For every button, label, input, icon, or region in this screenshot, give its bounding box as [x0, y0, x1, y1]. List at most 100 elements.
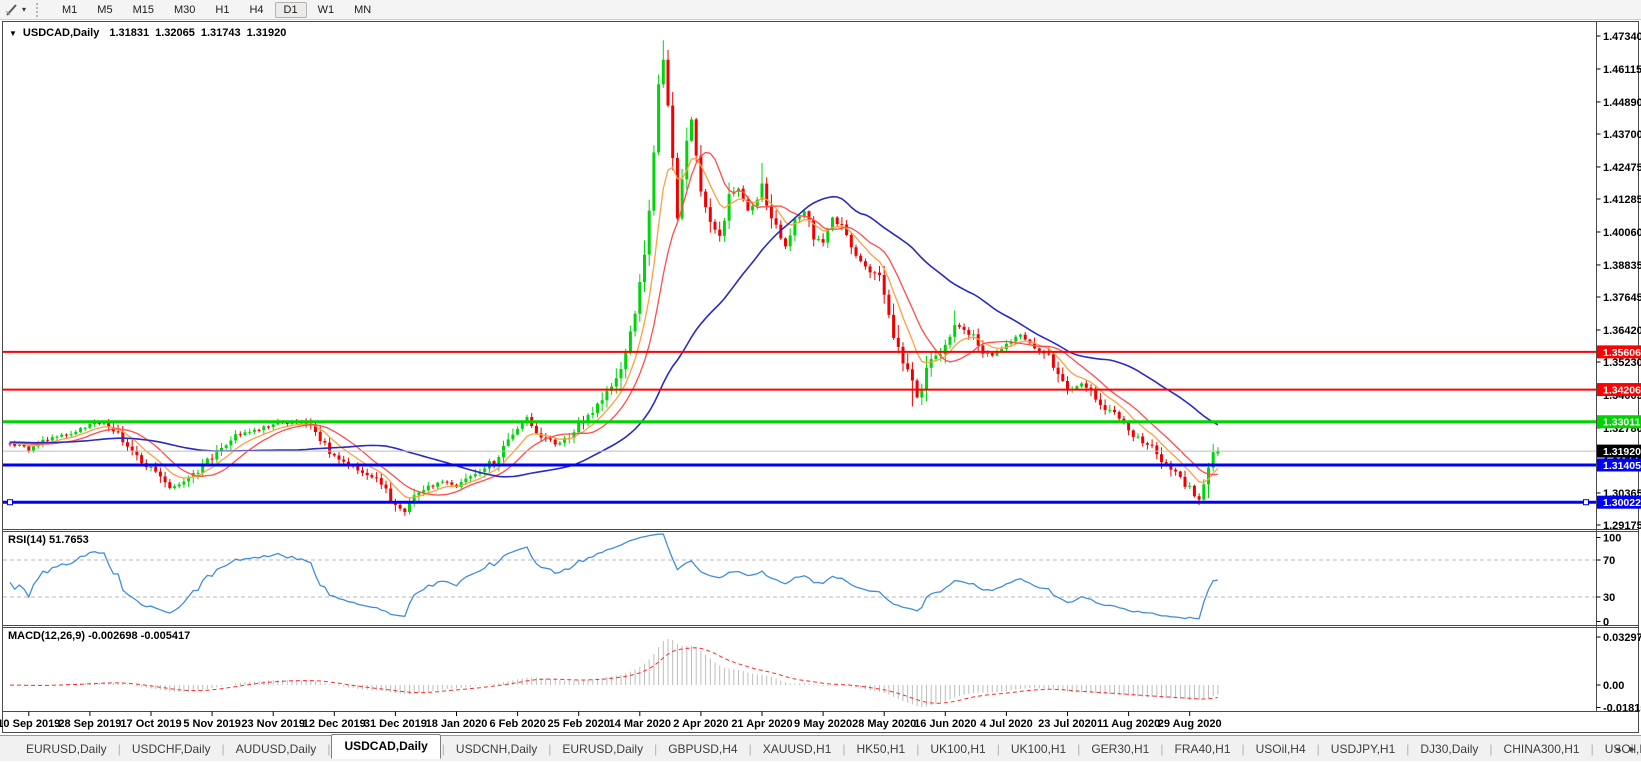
date-axis-label: 5 Nov 2019	[183, 718, 240, 730]
candle-body	[450, 482, 454, 485]
draw-tool-icon[interactable]	[4, 3, 20, 17]
tab-fra40-h1[interactable]: FRA40,H1	[1174, 741, 1231, 756]
candle-body	[779, 224, 783, 239]
timeframe-button-d1[interactable]: D1	[274, 1, 307, 18]
timeframe-button-h1[interactable]: H1	[215, 3, 230, 16]
candle-body	[976, 334, 980, 346]
candle-body	[384, 484, 388, 489]
candle-body	[88, 423, 92, 428]
chart-window[interactable]: 1.47340 1.46115 1.44890 1.43700 1.42475 1.412…	[0, 21, 1641, 734]
axis-price-box	[1597, 444, 1641, 458]
candle-body	[79, 428, 82, 432]
candle-body	[55, 436, 59, 438]
candle-body	[1178, 471, 1182, 477]
candle-body	[920, 390, 924, 398]
candle-body	[981, 345, 985, 354]
candle-body	[563, 438, 567, 443]
candle-body	[1004, 343, 1008, 350]
tab-hk50-h1[interactable]: HK50,H1	[856, 741, 906, 756]
candle-body	[957, 325, 961, 327]
tab-separator: |	[221, 741, 225, 756]
candle-body	[760, 183, 764, 200]
candle-body	[27, 446, 31, 451]
candle-body	[1141, 436, 1145, 444]
candle-body	[694, 119, 698, 156]
candle-body	[126, 442, 129, 447]
tab-audusd-daily[interactable]: AUDUSD,Daily	[235, 741, 317, 756]
candle-body	[1080, 383, 1084, 387]
candle-body	[1216, 451, 1220, 454]
candle-body	[520, 423, 524, 429]
tab-usdcad-daily[interactable]: USDCAD,Daily	[331, 734, 441, 759]
tab-usdcnh-daily[interactable]: USDCNH,Daily	[455, 741, 538, 756]
chart-canvas[interactable]: 1.47340 1.46115 1.44890 1.43700 1.42475 1.412…	[0, 21, 1641, 734]
candle-body	[215, 451, 219, 460]
tab-eurusd-daily[interactable]: EURUSD,Daily	[562, 741, 644, 756]
candle-body	[939, 354, 943, 356]
price-axis-label: 1.46115	[1603, 64, 1641, 76]
timeframe-button-h4[interactable]: H4	[249, 3, 264, 16]
candle-body	[1150, 444, 1154, 446]
candle-body	[361, 470, 364, 473]
candle-body	[417, 492, 421, 496]
candle-body	[64, 434, 68, 436]
tabs-scroll-right-icon[interactable]: ▸	[1629, 743, 1635, 755]
tabs-scroll-left-icon[interactable]: ◂	[1614, 743, 1620, 755]
candle-body	[257, 429, 261, 431]
price-axis-label: 1.41285	[1603, 194, 1641, 206]
price-axis-label: 1.42475	[1603, 162, 1641, 174]
candle-body	[1188, 485, 1192, 487]
tab-usoil-h1[interactable]: USOil,H1	[1604, 741, 1641, 756]
date-axis-label: 4 Jul 2020	[980, 718, 1033, 730]
candle-body	[74, 431, 78, 435]
candle-body	[473, 474, 477, 477]
timeframe-button-m30[interactable]: M30	[173, 3, 196, 16]
candle-body	[1145, 443, 1149, 445]
candle-body	[1023, 334, 1027, 340]
timeframe-button-m1[interactable]: M1	[62, 3, 78, 16]
tab-usdchf-daily[interactable]: USDCHF,Daily	[131, 741, 211, 756]
candle-body	[967, 329, 971, 335]
tab-dj30-daily[interactable]: DJ30,Daily	[1420, 741, 1479, 756]
tab-uk100-h1[interactable]: UK100,H1	[930, 741, 986, 756]
tab-gbpusd-h4[interactable]: GBPUSD,H4	[668, 741, 738, 756]
candle-body	[69, 434, 73, 436]
macd-axis-label: -0.018154	[1603, 703, 1641, 715]
candle-body	[685, 140, 689, 180]
timeframe-button-m5[interactable]: M5	[97, 3, 113, 16]
tab-uk100-h1[interactable]: UK100,H1	[1010, 741, 1067, 756]
timeframe-button-w1[interactable]: W1	[317, 3, 335, 16]
candle-body	[713, 221, 717, 230]
timeframe-button-mn[interactable]: MN	[354, 3, 372, 16]
date-axis-label: 12 Dec 2019	[303, 718, 366, 730]
candle-body	[492, 461, 496, 464]
chart-tabs: EURUSD,Daily | USDCHF,Daily | AUDUSD,Daily | U…	[16, 734, 1641, 759]
toolbar-grip[interactable]	[36, 2, 42, 17]
chart-window-border	[2, 21, 1639, 733]
candle-body	[1117, 412, 1121, 419]
candle-body	[182, 481, 186, 485]
candle-body	[774, 218, 778, 225]
tab-separator: |	[654, 741, 658, 756]
tab-usdjpy-h1[interactable]: USDJPY,H1	[1330, 741, 1396, 756]
candle-body	[154, 466, 158, 472]
timeframe-button-m15[interactable]: M15	[132, 3, 154, 16]
tab-separator: |	[117, 741, 121, 756]
level-drag-handle[interactable]	[7, 499, 13, 506]
tab-eurusd-daily[interactable]: EURUSD,Daily	[26, 741, 107, 756]
tab-ger30-h1[interactable]: GER30,H1	[1091, 741, 1150, 756]
tab-china300-h1[interactable]: CHINA300,H1	[1503, 741, 1580, 756]
price-axis-label: 1.29175	[1603, 520, 1641, 532]
symbol-dropdown-icon[interactable]: ▼	[9, 28, 17, 38]
candle-body	[497, 457, 501, 464]
candle-body	[1075, 386, 1079, 390]
candle-body	[271, 424, 275, 427]
candle-body	[408, 503, 411, 512]
tab-xauusd-h1[interactable]: XAUUSD,H1	[762, 741, 832, 756]
candle-body	[1160, 454, 1163, 463]
draw-tool-caret-icon[interactable]: ▾	[22, 5, 27, 14]
tab-separator: |	[327, 741, 331, 756]
candle-body	[652, 152, 656, 211]
level-drag-handle[interactable]	[1583, 499, 1589, 506]
tab-usoil-h4[interactable]: USOil,H4	[1255, 741, 1306, 756]
